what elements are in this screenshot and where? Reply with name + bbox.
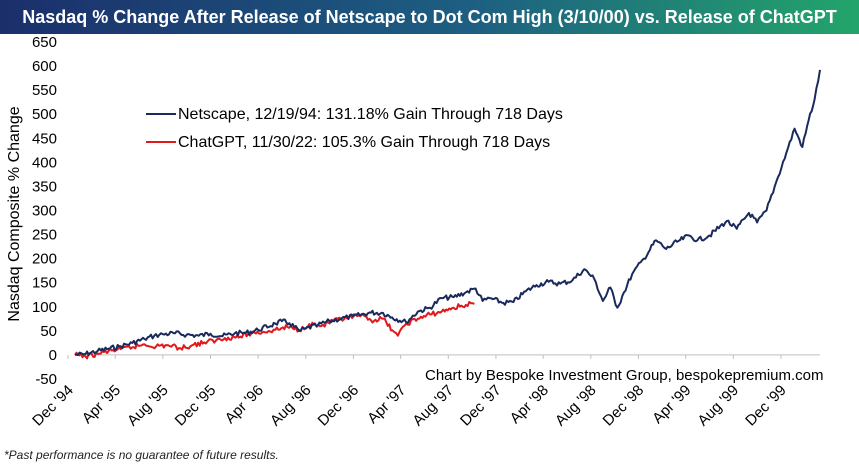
x-tick-label: Apr '98	[507, 382, 552, 427]
y-tick-label: 550	[32, 82, 57, 99]
y-tick-label: 250	[32, 227, 57, 244]
x-tick-label: Dec '97	[457, 382, 505, 430]
x-tick-label: Apr '95	[79, 382, 124, 427]
y-axis: -50 0 50 100 150 200 250 300 350 400 450 500 550 600 6…	[32, 34, 57, 388]
y-tick-label: 0	[49, 347, 57, 364]
x-tick-label: Apr '96	[222, 382, 267, 427]
x-tick-label: Dec '95	[172, 382, 220, 430]
x-tick-label: Dec '94	[29, 382, 77, 430]
y-axis-label: Nasdaq Composite % Change	[6, 106, 23, 321]
y-tick-label: 50	[40, 323, 57, 340]
chart-credit: Chart by Bespoke Investment Group, bespo…	[425, 367, 824, 384]
legend-label: ChatGPT, 11/30/22: 105.3% Gain Through 7…	[178, 134, 550, 151]
legend: Netscape, 12/19/94: 131.18% Gain Through…	[146, 106, 563, 151]
x-tick-label: Aug '99	[694, 382, 742, 430]
y-tick-label: 400	[32, 154, 57, 171]
x-tick-label: Apr '97	[364, 382, 409, 427]
series-layer	[74, 69, 821, 360]
line-chart: -50 0 50 100 150 200 250 300 350 400 450 500 550 600 6…	[6, 34, 824, 430]
y-tick-label: 600	[32, 58, 57, 75]
footnote: *Past performance is no guarantee of fut…	[4, 448, 279, 462]
y-tick-label: 150	[32, 275, 57, 292]
y-tick-label: 350	[32, 178, 57, 195]
chatgpt-series-line	[74, 301, 475, 360]
y-tick-label: 100	[32, 299, 57, 316]
netscape-series-line	[74, 69, 821, 357]
legend-label: Netscape, 12/19/94: 131.18% Gain Through…	[178, 106, 563, 123]
x-tick-label: Dec '99	[742, 382, 790, 430]
x-tick-label: Apr '99	[649, 382, 694, 427]
y-tick-label: -50	[35, 371, 57, 388]
y-tick-label: 650	[32, 34, 57, 51]
x-tick-label: Dec '98	[600, 382, 648, 430]
x-tick-label: Aug '95	[124, 382, 172, 430]
x-tick-label: Aug '97	[409, 382, 457, 430]
y-tick-label: 450	[32, 130, 57, 147]
x-tick-label: Dec '96	[315, 382, 363, 430]
x-tick-label: Aug '96	[267, 382, 315, 430]
y-tick-label: 300	[32, 203, 57, 220]
chart-title: Nasdaq % Change After Release of Netscap…	[0, 0, 859, 34]
x-tick-label: Aug '98	[552, 382, 600, 430]
y-tick-label: 200	[32, 251, 57, 268]
y-tick-label: 500	[32, 106, 57, 123]
